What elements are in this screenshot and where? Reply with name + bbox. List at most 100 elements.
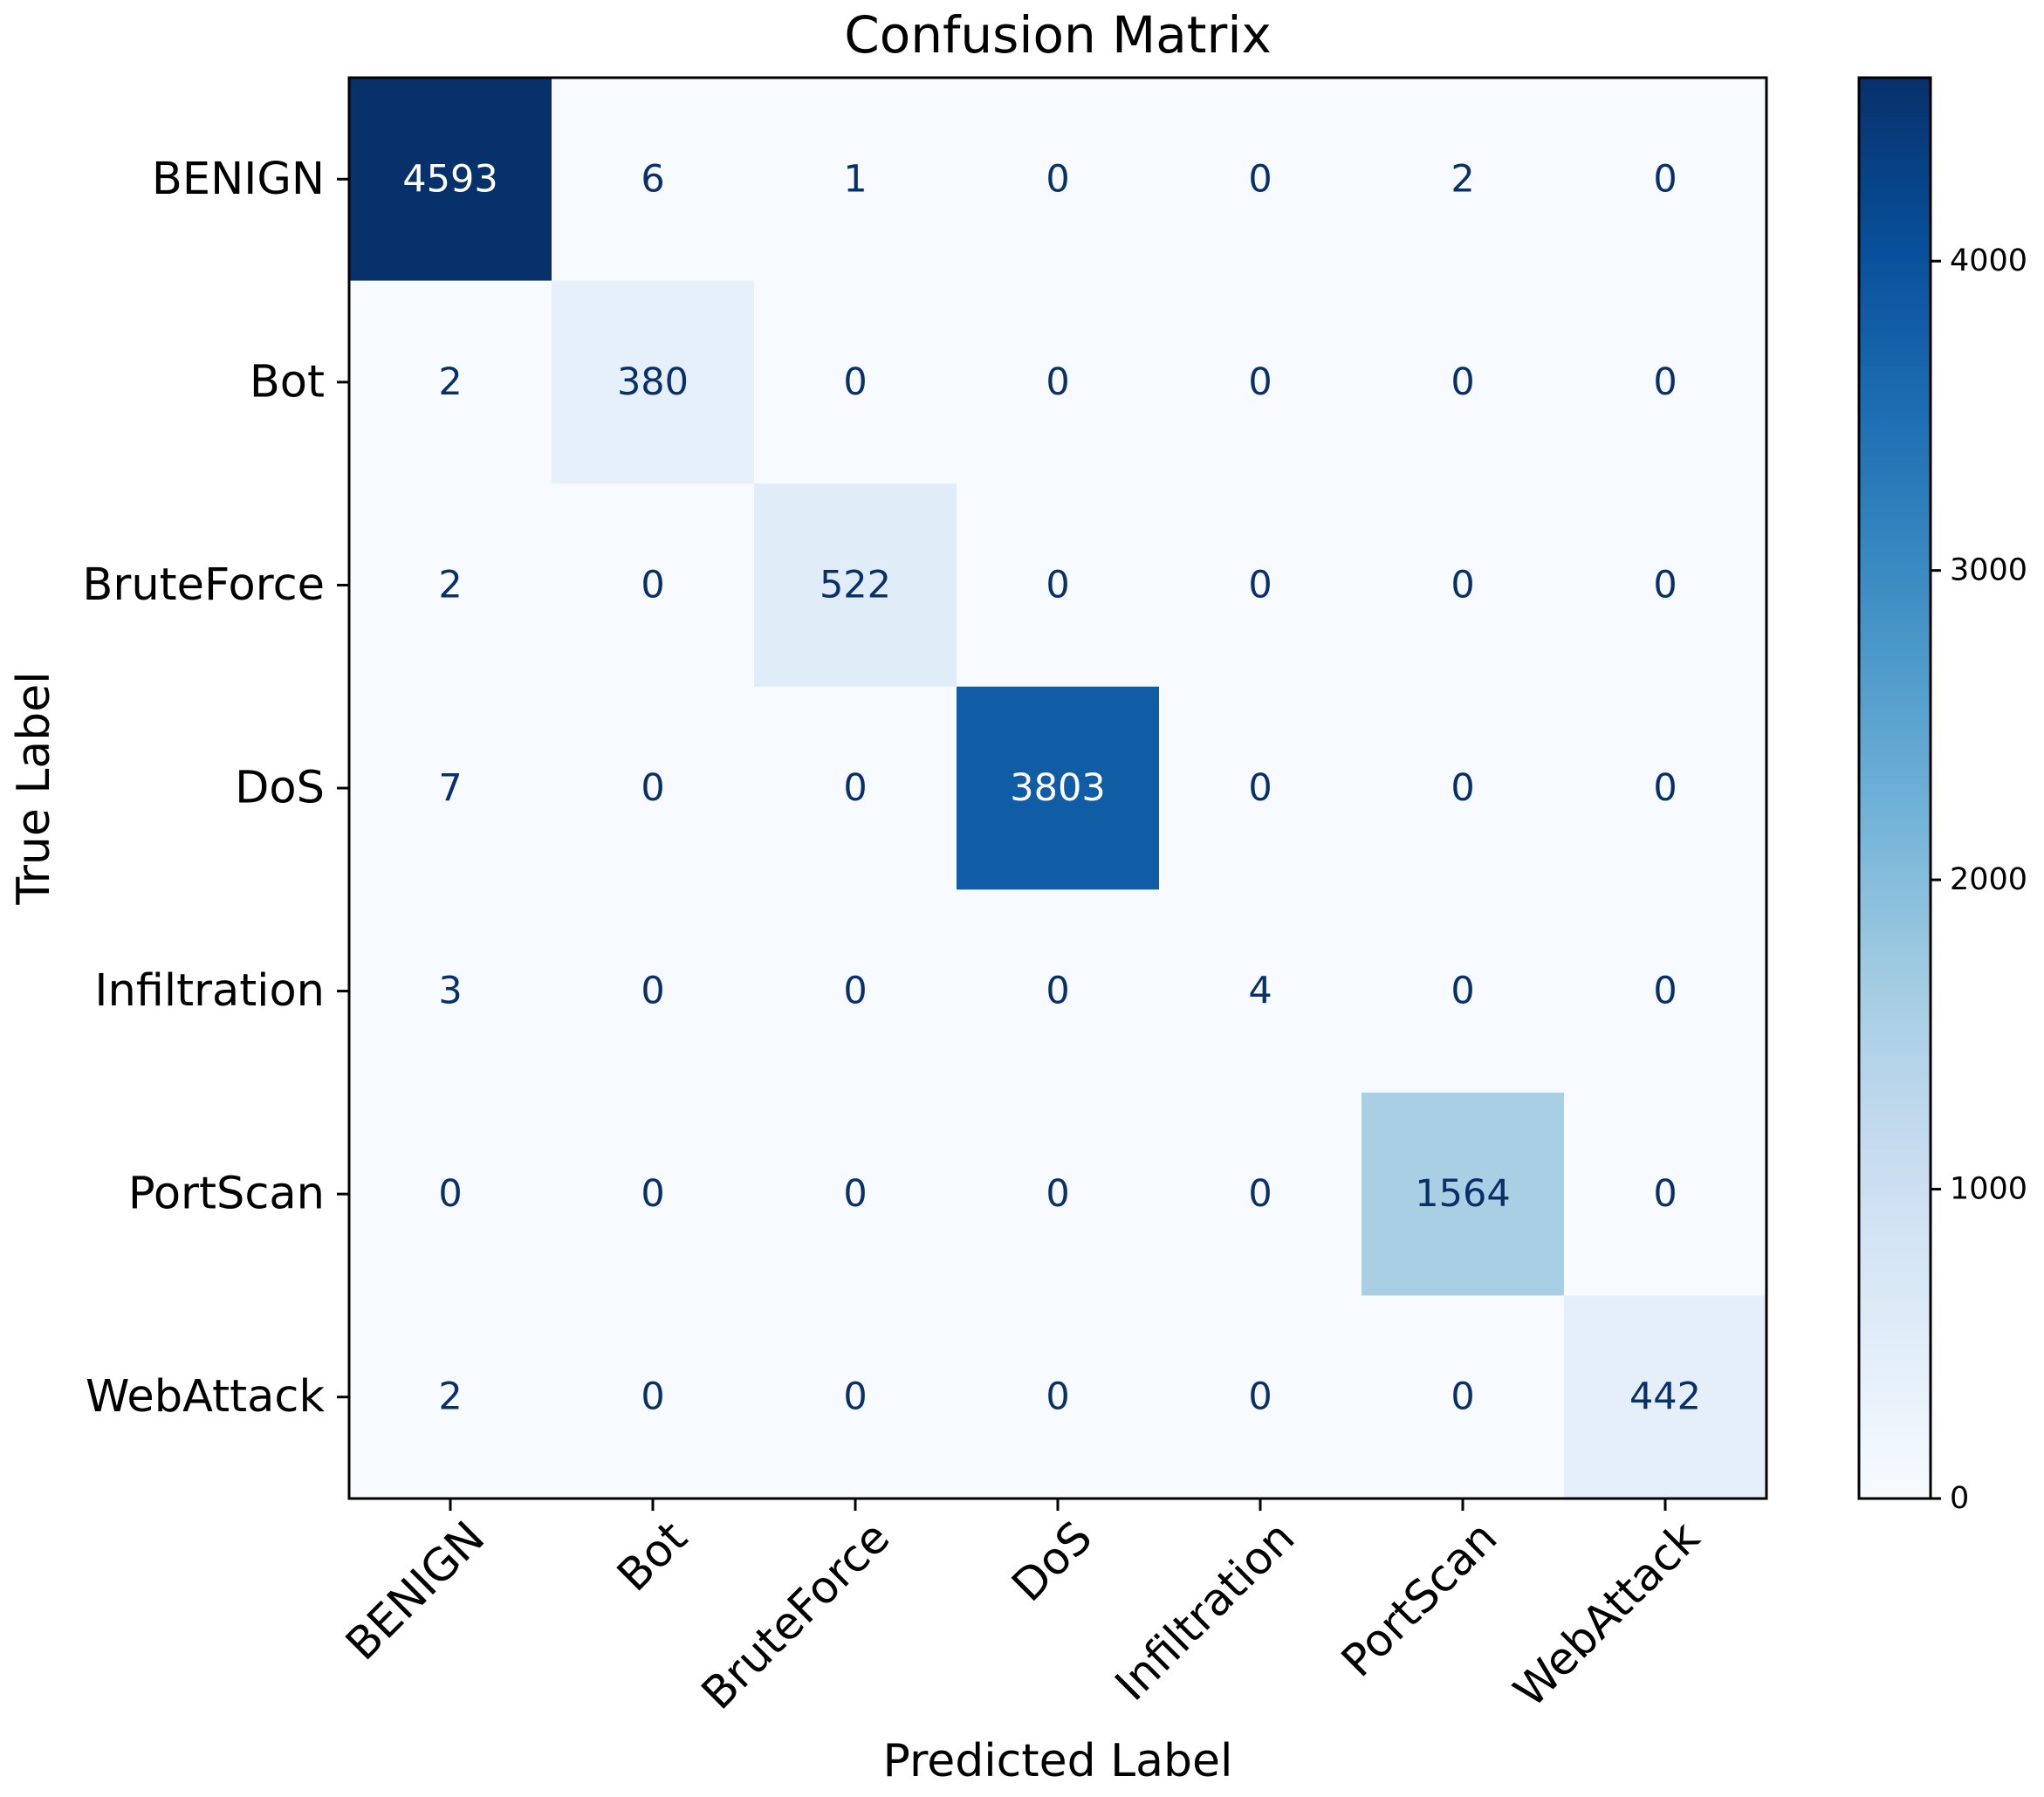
chart-title: Confusion Matrix — [844, 5, 1272, 65]
cell-value-label: 7 — [438, 766, 462, 810]
heatmap-cell — [957, 484, 1160, 688]
cell-value-label: 4 — [1248, 970, 1272, 1013]
heatmap-cell — [957, 889, 1160, 1094]
heatmap-cell — [754, 686, 957, 890]
heatmap-cell — [957, 1295, 1160, 1499]
cell-value-label: 0 — [843, 360, 867, 404]
heatmap-cell — [1362, 686, 1565, 890]
cell-value-label: 0 — [1653, 766, 1677, 810]
cell-value-label: 2 — [1451, 157, 1474, 201]
heatmap-cell — [552, 280, 755, 484]
cell-value-label: 0 — [843, 970, 867, 1013]
heatmap-cell — [754, 280, 957, 484]
x-tick-label: Bot — [608, 1512, 698, 1602]
heatmap-cell — [349, 280, 552, 484]
cell-value-label: 0 — [641, 1375, 664, 1419]
cell-value-label: 0 — [1046, 157, 1069, 201]
heatmap-cell — [552, 78, 755, 282]
heatmap-cell — [1564, 1295, 1767, 1499]
cell-value-label: 0 — [1046, 1172, 1069, 1216]
cell-value-label: 0 — [1248, 360, 1272, 404]
y-axis-label: True Label — [8, 671, 60, 905]
heatmap-cell — [349, 889, 552, 1094]
cell-value-label: 4593 — [402, 157, 497, 201]
heatmap-cell — [1564, 280, 1767, 484]
x-tick-label: Infiltration — [1106, 1512, 1305, 1711]
heatmap-cell — [754, 889, 957, 1094]
cell-value-label: 0 — [1248, 157, 1272, 201]
x-tick-label: DoS — [1003, 1512, 1102, 1611]
heatmap-cell — [1362, 1092, 1565, 1296]
y-tick-label: WebAttack — [86, 1371, 325, 1423]
y-tick-label: Bot — [250, 356, 325, 408]
heatmap-cell — [552, 1092, 755, 1296]
cell-value-label: 6 — [641, 157, 664, 201]
x-tick-label: BruteForce — [692, 1512, 900, 1719]
cell-value-label: 0 — [1653, 157, 1677, 201]
heatmap-cell — [1159, 889, 1362, 1094]
heatmap-cell — [1159, 78, 1362, 282]
cell-value-label: 2 — [438, 563, 462, 607]
cell-value-label: 0 — [1248, 766, 1272, 810]
colorbar-tick-label: 4000 — [1950, 243, 2027, 278]
cell-value-label: 2 — [438, 1375, 462, 1419]
y-tick-label: PortScan — [128, 1169, 325, 1220]
colorbar-tick-label: 0 — [1950, 1481, 1969, 1516]
heatmap-cell — [552, 484, 755, 688]
cell-value-label: 522 — [820, 563, 891, 607]
cell-value-label: 1564 — [1415, 1172, 1510, 1216]
colorbar-tick-label: 2000 — [1950, 862, 2027, 897]
cell-value-label: 380 — [617, 360, 689, 404]
heatmap-cell — [1564, 484, 1767, 688]
cell-value-label: 0 — [1046, 563, 1069, 607]
heatmap-cell — [754, 1092, 957, 1296]
cell-value-label: 0 — [438, 1172, 462, 1216]
heatmap-cell — [754, 1295, 957, 1499]
heatmap-cell — [349, 484, 552, 688]
cell-value-label: 0 — [1248, 563, 1272, 607]
heatmap-cell — [1362, 484, 1565, 688]
cell-value-label: 0 — [1451, 766, 1474, 810]
heatmap-cell — [1362, 1295, 1565, 1499]
cell-value-label: 0 — [1046, 360, 1069, 404]
y-tick-label: BENIGN — [152, 154, 325, 205]
heatmap-cell — [957, 78, 1160, 282]
heatmap-cell — [349, 686, 552, 890]
heatmap-cell — [1564, 1092, 1767, 1296]
heatmap-cell — [754, 78, 957, 282]
heatmap-cell — [957, 1092, 1160, 1296]
cell-value-label: 0 — [1046, 970, 1069, 1013]
heatmap-cell — [1159, 1092, 1362, 1296]
cell-value-label: 0 — [641, 563, 664, 607]
y-tick-label: DoS — [235, 763, 325, 814]
heatmap-cell — [1159, 280, 1362, 484]
cell-value-label: 3 — [438, 970, 462, 1013]
heatmap-cell — [349, 78, 552, 282]
cell-value-label: 0 — [1653, 1172, 1677, 1216]
colorbar — [1857, 76, 1932, 1500]
heatmap-cell — [1159, 484, 1362, 688]
cell-value-label: 0 — [1248, 1172, 1272, 1216]
cell-value-label: 0 — [843, 1172, 867, 1216]
heatmap-cell — [1564, 686, 1767, 890]
heatmap-cell — [1159, 1295, 1362, 1499]
x-tick-label: PortScan — [1332, 1512, 1507, 1687]
cell-value-label: 3803 — [1010, 766, 1105, 810]
colorbar-tick-label: 1000 — [1950, 1172, 2027, 1207]
heatmap-cell — [957, 686, 1160, 890]
cell-value-label: 0 — [641, 970, 664, 1013]
cell-value-label: 0 — [1451, 970, 1474, 1013]
heatmap-cell — [552, 1295, 755, 1499]
cell-value-label: 0 — [1248, 1375, 1272, 1419]
heatmap-cell — [1362, 78, 1565, 282]
y-tick-label: Infiltration — [94, 965, 325, 1017]
cell-value-label: 0 — [843, 766, 867, 810]
heatmap-cell — [957, 280, 1160, 484]
x-tick-label: BENIGN — [336, 1512, 495, 1670]
cell-value-label: 0 — [1653, 563, 1677, 607]
x-axis-label: Predicted Label — [883, 1735, 1233, 1787]
heatmap-cell — [1159, 686, 1362, 890]
cell-value-label: 0 — [843, 1375, 867, 1419]
heatmap-cell — [1564, 889, 1767, 1094]
